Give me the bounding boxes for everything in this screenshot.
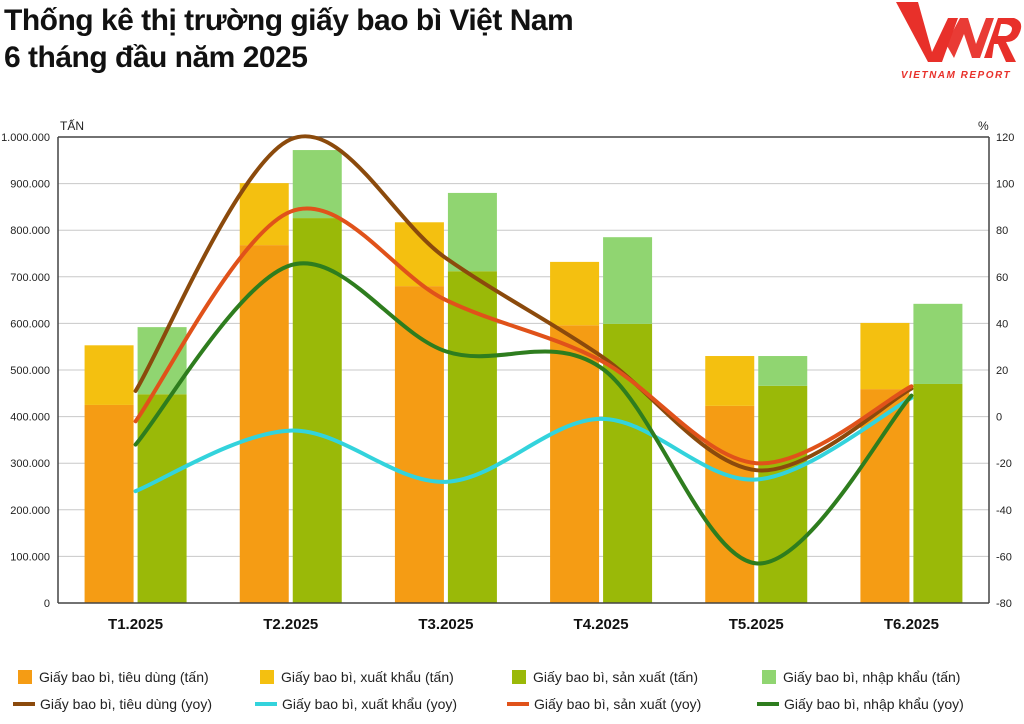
y-left-tick-label: 300.000 (10, 458, 50, 470)
bar-0 (239, 245, 289, 603)
logo-subtitle: VIETNAM REPORT (901, 70, 1011, 81)
y-left-tick-label: 400.000 (10, 412, 50, 424)
legend-item-line: Giấy bao bì, tiêu dùng (yoy) (13, 696, 212, 712)
line-series-2 (133, 206, 914, 466)
y-left-tick-label: 800.000 (10, 225, 50, 237)
legend-label: Giấy bao bì, xuất khẩu (yoy) (282, 696, 458, 712)
vietnam-report-logo: VIETNAM REPORT (896, 2, 1022, 81)
y-right-axis-label: % (978, 119, 989, 133)
legend-item-bar: Giấy bao bì, tiêu dùng (tấn) (18, 669, 209, 685)
y-left-tick-label: 1.000.000 (1, 132, 50, 144)
y-left-tick-label: 900.000 (10, 179, 50, 191)
legend-label: Giấy bao bì, tiêu dùng (tấn) (39, 669, 209, 685)
y-right-tick-label: -80 (996, 598, 1012, 610)
bar-3 (913, 303, 963, 384)
y-left-tick-label: 600.000 (10, 318, 50, 330)
bar-1 (860, 322, 910, 390)
bar-2 (292, 218, 342, 604)
bar-0 (550, 325, 600, 603)
y-right-tick-label: -20 (996, 458, 1012, 470)
bar-1 (84, 345, 134, 405)
legend-label: Giấy bao bì, nhập khẩu (yoy) (784, 696, 964, 712)
x-tick-label: T2.2025 (263, 616, 318, 633)
line-series-0 (133, 134, 914, 473)
bar-0 (394, 286, 444, 603)
bar-3 (603, 237, 653, 324)
y-left-tick-label: 700.000 (10, 272, 50, 284)
bar-2 (603, 323, 653, 603)
title-line-1: Thống kê thị trường giấy bao bì Việt Nam (4, 4, 574, 37)
combo-chart: 0 100.000 200.000 300.000 400.000 500.000 600.… (1, 118, 1014, 633)
x-tick-label: T4.2025 (574, 616, 629, 633)
legend-item-bar: Giấy bao bì, sản xuất (tấn) (512, 669, 698, 685)
legend-label: Giấy bao bì, nhập khẩu (tấn) (783, 669, 961, 685)
bar-1 (705, 356, 755, 406)
bar-1 (550, 261, 600, 326)
bar-2 (447, 271, 497, 603)
legend-swatch (507, 702, 529, 706)
legend-label: Giấy bao bì, sản xuất (tấn) (533, 669, 698, 685)
legend-item-bar: Giấy bao bì, xuất khẩu (tấn) (260, 669, 454, 685)
line-series-1 (133, 395, 914, 494)
legend-label: Giấy bao bì, sản xuất (yoy) (534, 696, 702, 712)
legend-swatch (18, 670, 32, 684)
legend-swatch (757, 702, 779, 706)
bar-2 (913, 383, 963, 603)
x-tick-label: T6.2025 (884, 616, 939, 633)
y-left-tick-label: 0 (44, 598, 50, 610)
legend-swatch (260, 670, 274, 684)
y-right-tick-label: 60 (996, 272, 1008, 284)
line-series-3 (133, 261, 914, 566)
bar-2 (758, 385, 808, 603)
legend-swatch (512, 670, 526, 684)
bar-3 (447, 192, 497, 272)
bar-2 (137, 394, 187, 603)
legend-item-bar: Giấy bao bì, nhập khẩu (tấn) (762, 669, 960, 685)
legend-swatch (255, 702, 277, 706)
legend-swatch (762, 670, 776, 684)
bar-1 (239, 183, 289, 246)
y-right-tick-label: 0 (996, 412, 1002, 424)
y-right-tick-label: 100 (996, 179, 1014, 191)
legend-item-line: Giấy bao bì, sản xuất (yoy) (507, 696, 701, 712)
x-tick-label: T1.2025 (108, 616, 163, 633)
legend-item-line: Giấy bao bì, nhập khẩu (yoy) (757, 696, 964, 712)
y-left-tick-label: 200.000 (10, 505, 50, 517)
bar-3 (758, 356, 808, 386)
y-left-tick-label: 500.000 (10, 365, 50, 377)
legend-label: Giấy bao bì, xuất khẩu (tấn) (281, 669, 454, 685)
x-tick-label: T3.2025 (418, 616, 473, 633)
y-right-tick-label: 80 (996, 225, 1008, 237)
bar-3 (292, 150, 342, 219)
bar-0 (84, 404, 134, 603)
y-right-tick-label: 20 (996, 365, 1008, 377)
y-right-tick-label: 120 (996, 132, 1014, 144)
bar-0 (705, 405, 755, 603)
y-right-tick-label: -40 (996, 505, 1012, 517)
legend-swatch (13, 702, 35, 706)
legend-label: Giấy bao bì, tiêu dùng (yoy) (40, 696, 212, 712)
y-left-tick-label: 100.000 (10, 551, 50, 563)
y-right-tick-label: 40 (996, 318, 1008, 330)
legend-item-line: Giấy bao bì, xuất khẩu (yoy) (255, 696, 457, 712)
y-right-tick-label: -60 (996, 551, 1012, 563)
x-tick-label: T5.2025 (729, 616, 784, 633)
y-left-axis-label: TẤN (60, 118, 84, 133)
title-line-2: 6 tháng đầu năm 2025 (4, 41, 308, 74)
chart-title: Thống kê thị trường giấy bao bì Việt Nam… (4, 2, 574, 76)
